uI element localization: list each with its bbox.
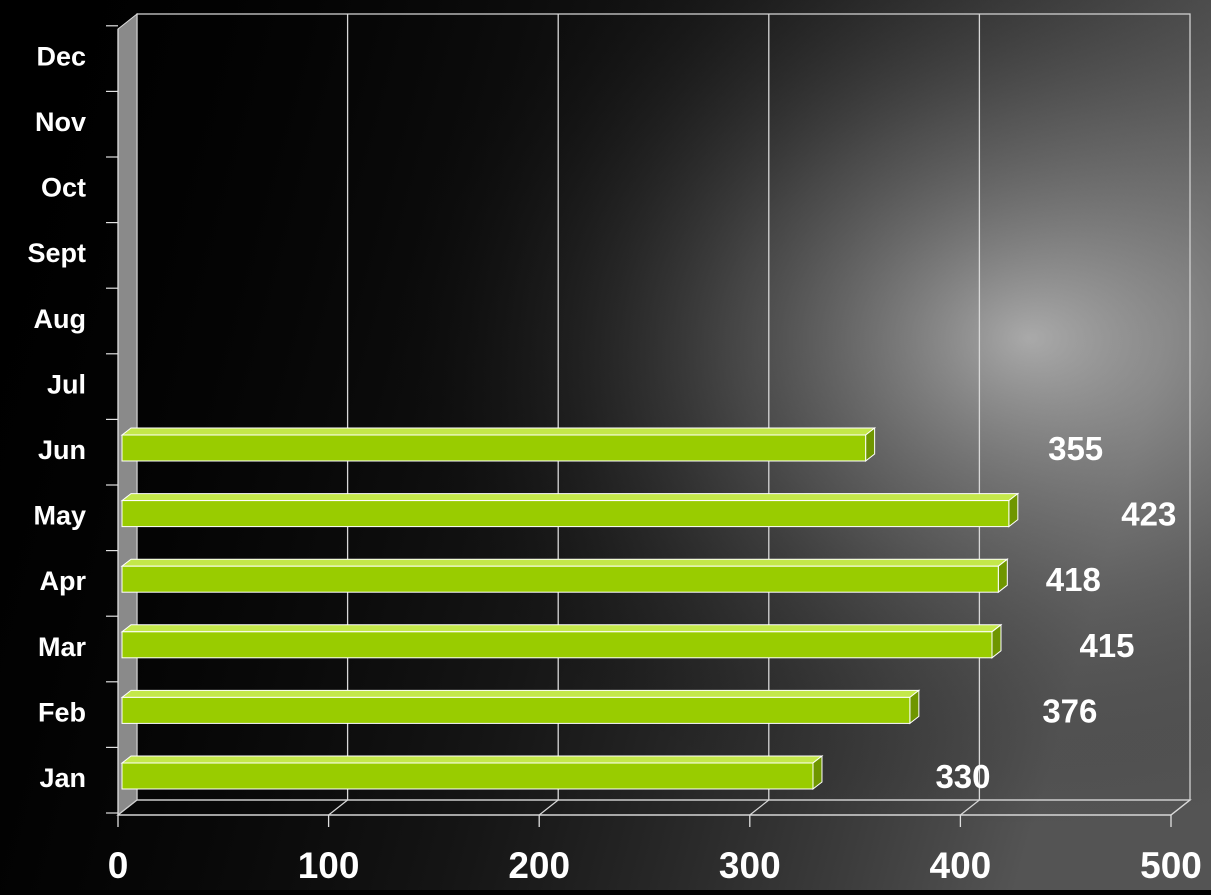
x-axis-tick-labels: 0 100 200 300 400 500 [108, 845, 1202, 886]
bar [121, 631, 993, 659]
floor-gridline [538, 799, 559, 816]
y-category-label: Apr [40, 566, 87, 596]
x-tick-label: 0 [108, 845, 129, 886]
y-category-label: Nov [35, 107, 86, 137]
floor-gridline [749, 799, 770, 816]
bar-top-face [120, 558, 1009, 567]
y-category-label: Dec [36, 41, 86, 71]
x-tick-label: 200 [508, 845, 570, 886]
x-tick-label: 100 [298, 845, 360, 886]
bar-top-face [120, 689, 921, 698]
bar-top-face [120, 493, 1020, 502]
x-tick-label: 400 [930, 845, 992, 886]
y-category-label: Feb [38, 697, 86, 727]
bar [121, 500, 1010, 528]
y-category-label: Jun [38, 435, 86, 465]
bar-value-label: 376 [1042, 692, 1097, 729]
bar-value-label: 330 [935, 758, 990, 795]
y-category-label: Jan [39, 763, 86, 793]
bars [120, 426, 1020, 791]
bar-top-face [120, 624, 1003, 633]
bar-value-label: 415 [1079, 627, 1134, 664]
y-axis-category-labels: Jan Feb Mar Apr May Jun Jul Aug Sept Oct Nov Dec [27, 41, 86, 793]
x-tick-label: 500 [1140, 845, 1202, 886]
bar [121, 565, 999, 593]
y-category-label: Oct [41, 173, 86, 203]
bar [121, 762, 814, 790]
y-category-label: Sept [27, 238, 86, 268]
floor-gridline [1170, 799, 1191, 816]
bar [121, 696, 911, 724]
floor-gridline [328, 799, 348, 816]
bar-top-face [120, 755, 824, 764]
bar-top-face [120, 427, 877, 436]
floor-gridline [960, 799, 980, 816]
y-category-label: Aug [34, 304, 86, 334]
y-category-label: Mar [38, 632, 87, 662]
bar [121, 434, 867, 462]
gridlines [117, 14, 1191, 827]
bar-value-label: 423 [1121, 496, 1176, 533]
bar-value-label: 355 [1048, 430, 1103, 467]
bar-value-label: 418 [1046, 561, 1101, 598]
x-tick-label: 300 [719, 845, 781, 886]
y-category-label: May [33, 501, 86, 531]
data-labels: 330 376 415 418 423 355 [935, 430, 1176, 795]
y-category-label: Jul [47, 369, 86, 399]
